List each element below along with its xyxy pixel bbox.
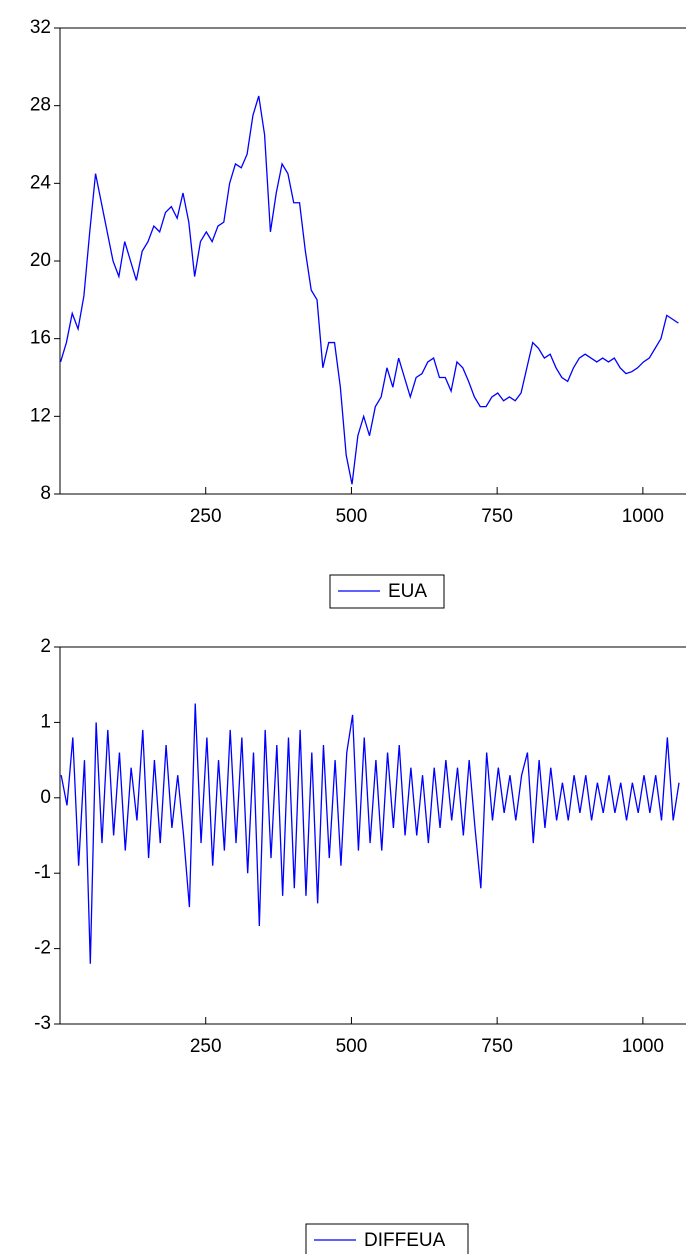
legend-label: EUA bbox=[388, 581, 427, 602]
x-tick-label: 1000 bbox=[622, 1036, 664, 1057]
y-tick-label: 1 bbox=[40, 711, 51, 732]
y-tick-label: 28 bbox=[30, 95, 51, 116]
y-tick-label: 12 bbox=[30, 405, 51, 426]
x-tick-label: 250 bbox=[190, 1036, 222, 1057]
y-tick-label: -1 bbox=[34, 862, 51, 883]
legend-label: DIFFEUA bbox=[364, 1230, 446, 1251]
y-tick-label: 32 bbox=[30, 17, 51, 38]
legend-box bbox=[305, 1223, 469, 1254]
plot-frame bbox=[59, 646, 686, 1025]
y-tick-label: -2 bbox=[34, 938, 51, 959]
y-tick-label: 24 bbox=[30, 172, 52, 193]
x-tick-label: 1000 bbox=[622, 506, 664, 527]
series-line bbox=[60, 703, 680, 964]
y-tick-label: 0 bbox=[40, 787, 51, 808]
series-line bbox=[59, 95, 679, 485]
x-tick-label: 750 bbox=[481, 506, 513, 527]
x-tick-label: 250 bbox=[190, 506, 222, 527]
x-tick-label: 500 bbox=[336, 506, 368, 527]
plot-frame bbox=[59, 27, 686, 495]
x-tick-label: 750 bbox=[481, 1036, 513, 1057]
x-tick-label: 500 bbox=[336, 1036, 368, 1057]
y-tick-label: 20 bbox=[30, 250, 51, 271]
y-tick-label: 16 bbox=[30, 328, 51, 349]
y-tick-label: 2 bbox=[40, 636, 51, 657]
y-tick-label: -3 bbox=[34, 1013, 51, 1034]
y-tick-label: 8 bbox=[40, 483, 51, 504]
